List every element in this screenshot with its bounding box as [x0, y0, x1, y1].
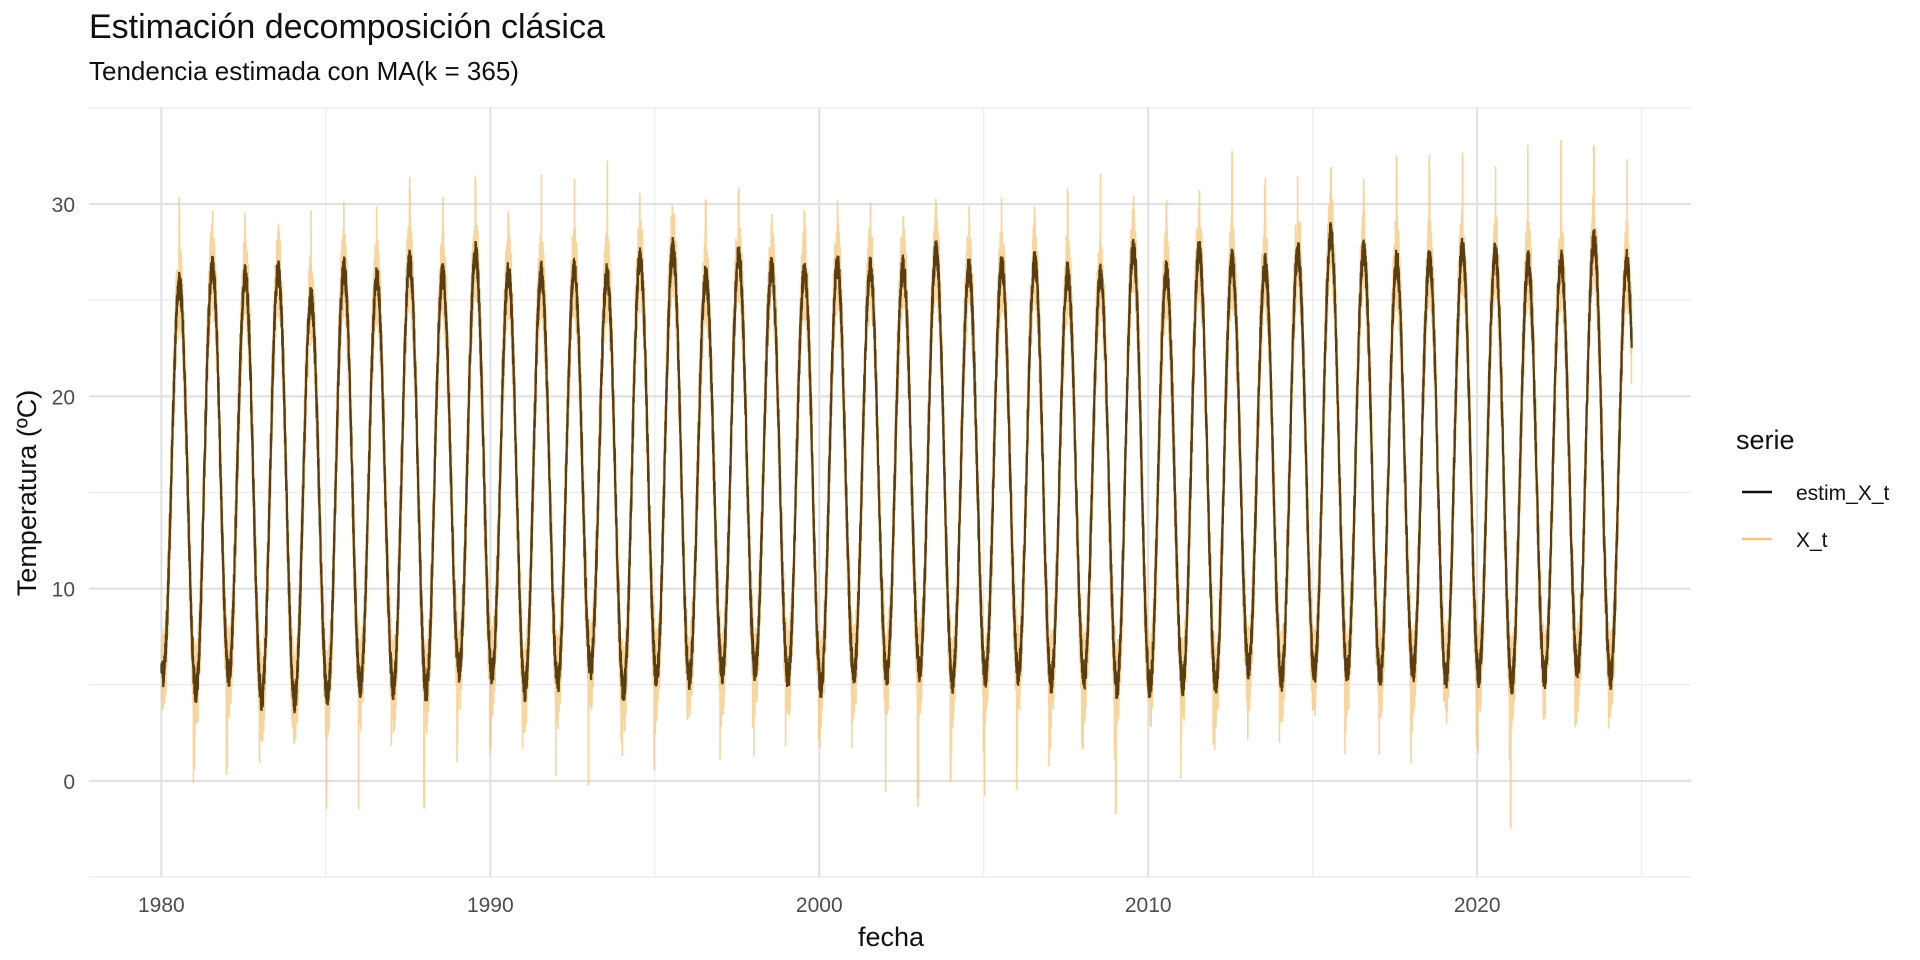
y-tick-label: 20 — [52, 386, 75, 409]
x-tick-label: 2000 — [796, 894, 843, 917]
chart-title: Estimación decomposición clásica — [89, 8, 605, 46]
y-axis-title: Temperatura (ºC) — [12, 390, 42, 596]
y-tick-label: 0 — [63, 771, 75, 794]
series-layer — [160, 140, 1633, 829]
grid — [89, 107, 1691, 878]
series-line-estim-x-t — [160, 222, 1633, 714]
chart-subtitle: Tendencia estimada con MA(k = 365) — [89, 56, 519, 86]
x-tick-label: 1990 — [467, 894, 514, 917]
x-tick-label: 2010 — [1125, 894, 1172, 917]
legend: serie estim_X_t X_t — [1736, 425, 1890, 552]
x-tick-label: 1980 — [138, 894, 185, 917]
x-tick-label: 2020 — [1454, 894, 1501, 917]
legend-label-x-t: X_t — [1796, 529, 1828, 552]
y-tick-label: 10 — [52, 579, 75, 602]
legend-title: serie — [1736, 425, 1795, 455]
axes: 0 10 20 30 1980 1990 2000 2010 2020 — [52, 194, 1501, 917]
legend-label-estim-x-t: estim_X_t — [1796, 482, 1890, 505]
series-line-x-t — [160, 140, 1633, 829]
y-tick-label: 30 — [52, 194, 75, 217]
x-axis-title: fecha — [858, 922, 925, 952]
